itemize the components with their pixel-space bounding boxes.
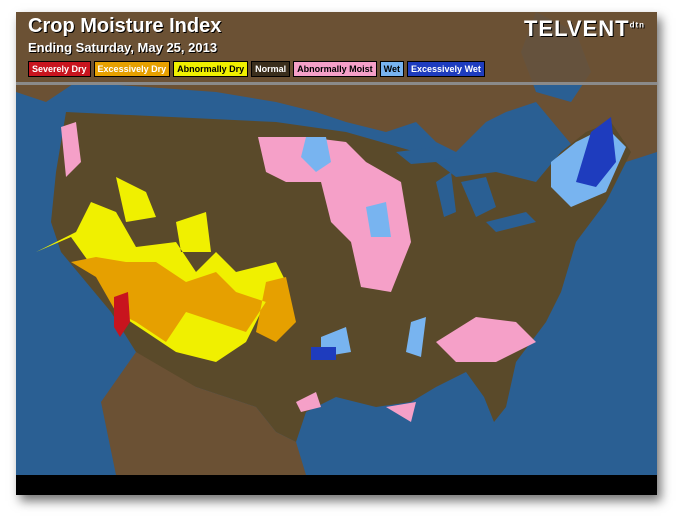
map-subtitle: Ending Saturday, May 25, 2013 xyxy=(28,40,218,55)
telvent-logo: TELVENTdtn xyxy=(524,16,645,42)
map-canvas xyxy=(16,12,657,495)
great-lakes xyxy=(396,147,536,232)
map-title: Crop Moisture Index xyxy=(28,15,222,37)
legend-wet: Wet xyxy=(379,61,405,77)
legend-excessively-dry: Excessively Dry xyxy=(93,61,171,77)
bottom-bar xyxy=(16,475,657,495)
legend-abnormally-moist: Abnormally Moist xyxy=(293,61,377,77)
legend-severely-dry: Severely Dry xyxy=(28,61,91,77)
crop-moisture-map: Crop Moisture Index Ending Saturday, May… xyxy=(16,12,657,495)
legend-abnormally-dry: Abnormally Dry xyxy=(173,61,249,77)
logo-text: TELVENT xyxy=(523,16,630,41)
excessively-dry xyxy=(71,257,296,342)
legend-normal: Normal xyxy=(251,61,291,77)
severely-dry xyxy=(114,292,130,337)
map-header: Crop Moisture Index Ending Saturday, May… xyxy=(16,12,657,82)
logo-sub: dtn xyxy=(629,20,645,30)
legend-excessively-wet: Excessively Wet xyxy=(407,61,485,77)
legend: Severely Dry Excessively Dry Abnormally … xyxy=(28,61,485,77)
abnormally-moist xyxy=(61,122,536,422)
